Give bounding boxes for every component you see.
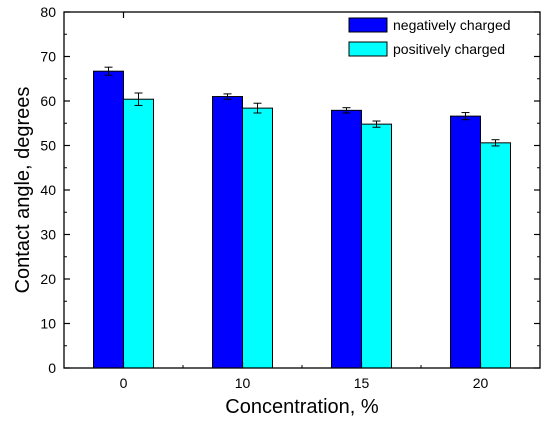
x-tick-label: 20 — [473, 375, 489, 391]
bar-positive — [123, 98, 154, 369]
y-tick-label: 60 — [40, 93, 56, 109]
y-tick-label: 70 — [40, 49, 56, 65]
x-tick-label: 15 — [354, 375, 370, 391]
y-tick-label: 20 — [40, 271, 56, 287]
bar-negative — [93, 70, 124, 369]
bars-layer — [93, 70, 511, 369]
y-axis: 0 10 20 30 40 50 60 70 80 — [40, 4, 540, 376]
bar-negative — [212, 96, 243, 369]
y-tick-label: 0 — [48, 360, 56, 376]
legend-swatch — [348, 41, 388, 57]
y-tick-label: 50 — [40, 138, 56, 154]
y-tick-label: 40 — [40, 182, 56, 198]
x-axis-title: Concentration, % — [225, 396, 379, 418]
legend-swatch — [348, 17, 388, 33]
legend: negatively charged positively charged — [348, 17, 511, 57]
x-tick-label: 10 — [235, 375, 251, 391]
y-tick-label: 10 — [40, 316, 56, 332]
error-bars-layer — [104, 66, 500, 147]
bar-positive — [361, 123, 392, 369]
legend-label: negatively charged — [393, 17, 511, 33]
bar-positive — [480, 142, 511, 369]
x-tick-label: 0 — [120, 375, 128, 391]
bar-positive — [242, 107, 273, 369]
bar-negative — [450, 115, 481, 369]
y-tick-label: 80 — [40, 4, 56, 20]
bar-negative — [331, 109, 362, 369]
y-tick-label: 30 — [40, 227, 56, 243]
x-axis: 0 10 15 20 — [120, 12, 489, 391]
y-axis-title: Contact angle, degrees — [12, 87, 34, 294]
legend-label: positively charged — [393, 41, 505, 57]
